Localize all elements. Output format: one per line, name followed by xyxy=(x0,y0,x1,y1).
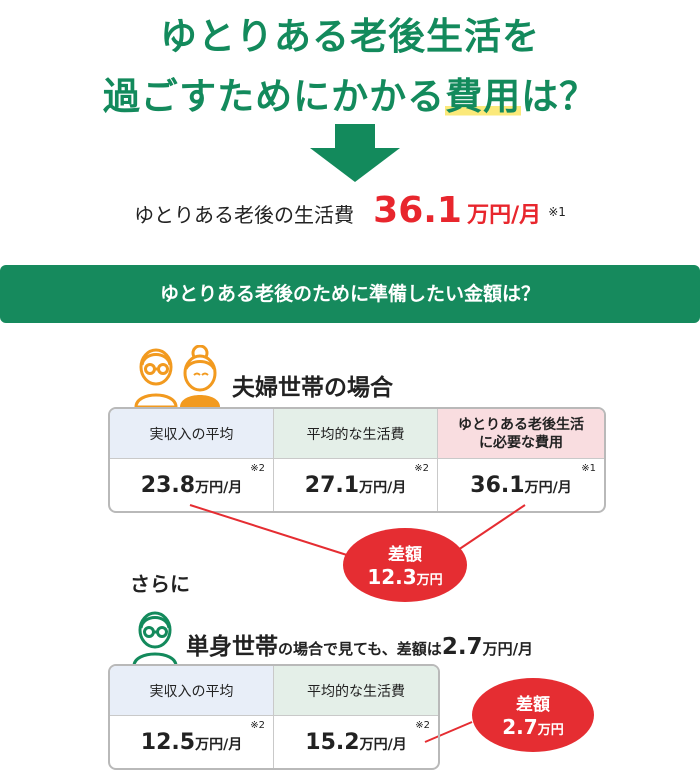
couple-header-income: 実収入の平均 xyxy=(110,409,274,459)
living-cost-label: ゆとりある老後の生活費 xyxy=(134,203,355,227)
couple-value-needed: 36.1万円/月 ※1 xyxy=(438,459,604,511)
page-title-line2: 過ごすためにかかる費用は？ xyxy=(0,66,700,120)
single-value-living: 15.2万円/月 ※2 xyxy=(274,716,438,768)
diff-amount: 2.7万円 xyxy=(472,715,594,739)
couple-value-living: 27.1万円/月 ※2 xyxy=(274,459,438,511)
couple-header-living: 平均的な生活費 xyxy=(274,409,438,459)
couple-icon xyxy=(134,345,220,409)
diff-unit: 万円 xyxy=(416,573,443,588)
value-note: ※2 xyxy=(414,463,429,474)
living-cost-unit: 万円/月 xyxy=(467,203,542,228)
value-unit: 万円/月 xyxy=(524,479,572,496)
single-header-living: 平均的な生活費 xyxy=(274,666,438,716)
value-unit: 万円/月 xyxy=(195,736,243,753)
value-note: ※1 xyxy=(581,463,596,474)
single-heading-text: の場合で見ても、差額は xyxy=(278,640,442,658)
diff-label: 差額 xyxy=(388,545,422,565)
single-heading-number: 2.7 xyxy=(441,634,483,660)
down-arrow-icon xyxy=(310,124,400,182)
value-number: 27.1 xyxy=(304,472,360,498)
title-highlight: 費用 xyxy=(445,75,522,118)
diff-unit: 万円 xyxy=(537,723,564,738)
diff-label: 差額 xyxy=(516,695,550,715)
single-heading-main: 単身世帯 xyxy=(186,634,278,660)
single-diff-bubble: 差額 2.7万円 xyxy=(472,678,594,752)
page-title-line1: ゆとりある老後生活を xyxy=(160,15,540,58)
single-header-income: 実収入の平均 xyxy=(110,666,274,716)
value-unit: 万円/月 xyxy=(359,736,407,753)
couple-table: 実収入の平均 平均的な生活費 ゆとりある老後生活 に必要な費用 23.8万円/月… xyxy=(108,407,606,513)
value-number: 23.8 xyxy=(140,472,196,498)
couple-value-income: 23.8万円/月 ※2 xyxy=(110,459,274,511)
value-number: 15.2 xyxy=(305,729,360,755)
couple-header-needed: ゆとりある老後生活 に必要な費用 xyxy=(438,409,604,459)
diff-amount: 12.3万円 xyxy=(343,565,467,589)
connector-text: さらに xyxy=(130,572,190,596)
single-person-icon xyxy=(132,611,178,668)
living-cost-note: ※1 xyxy=(548,204,566,219)
value-unit: 万円/月 xyxy=(359,479,407,496)
value-note: ※2 xyxy=(250,463,265,474)
living-cost-line: ゆとりある老後の生活費 36.1 万円/月 ※1 xyxy=(0,190,700,231)
couple-diff-bubble: 差額 12.3万円 xyxy=(343,528,467,602)
value-unit: 万円/月 xyxy=(195,479,243,496)
couple-header-needed-l1: ゆとりある老後生活 xyxy=(458,416,584,433)
single-heading-unit: 万円/月 xyxy=(482,640,534,658)
title-text-end: は？ xyxy=(521,75,598,118)
single-table: 実収入の平均 平均的な生活費 12.5万円/月 ※2 15.2万円/月 ※2 xyxy=(108,664,440,770)
couple-heading: 夫婦世帯の場合 xyxy=(232,375,393,401)
living-cost-value: 36.1 xyxy=(373,190,462,231)
question-banner: ゆとりある老後のために準備したい金額は？ xyxy=(0,265,700,323)
diff-value: 12.3 xyxy=(367,565,417,589)
value-note: ※2 xyxy=(250,720,265,731)
diff-value: 2.7 xyxy=(502,715,538,739)
couple-header-needed-l2: に必要な費用 xyxy=(479,434,563,451)
value-number: 12.5 xyxy=(140,729,196,755)
single-value-income: 12.5万円/月 ※2 xyxy=(110,716,274,768)
single-heading: 単身世帯の場合で見ても、差額は2.7万円/月 xyxy=(186,627,533,661)
value-note: ※2 xyxy=(415,720,430,731)
value-number: 36.1 xyxy=(470,472,525,498)
title-text: 過ごすためにかかる xyxy=(102,75,446,118)
